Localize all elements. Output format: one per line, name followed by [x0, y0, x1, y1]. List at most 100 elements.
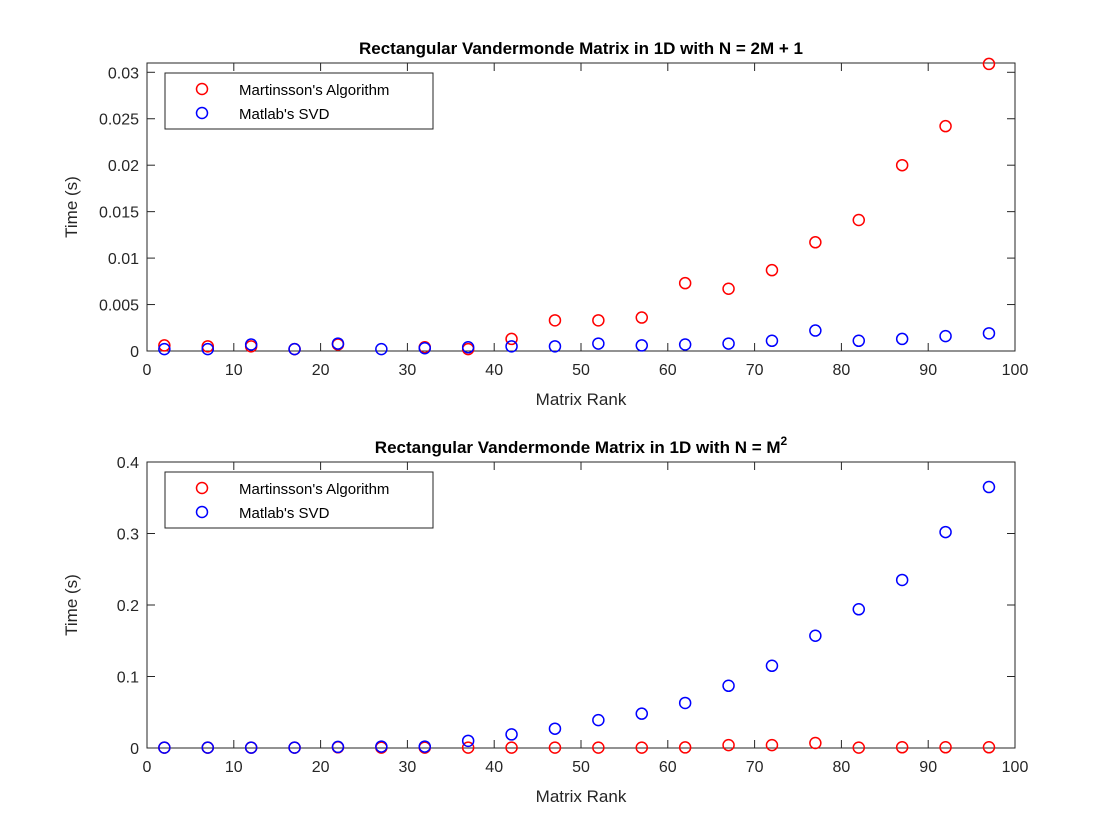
- data-point: [288, 741, 301, 754]
- x-tick-label: 90: [919, 362, 937, 379]
- legend-box: [164, 471, 434, 529]
- legend: Martinsson's Algorithm Matlab's SVD: [164, 72, 434, 130]
- data-point: [505, 728, 518, 741]
- legend-label: Martinsson's Algorithm: [239, 82, 389, 99]
- x-tick-label: 90: [919, 759, 937, 776]
- y-tick-label: 0.3: [117, 527, 139, 544]
- x-tick-label: 60: [659, 362, 677, 379]
- x-tick-label: 80: [833, 759, 851, 776]
- x-tick-label: 70: [746, 362, 764, 379]
- series-matlab-s-svd: [158, 324, 996, 356]
- data-point: [505, 340, 518, 353]
- y-axis-label: Time (s): [62, 574, 81, 636]
- data-point: [461, 741, 475, 754]
- data-point: [765, 263, 779, 277]
- subplot-1: 0 10 20 30 40 50 60 70 80 90 100 0 0.005 0.01 0.015 0.0…: [62, 39, 1028, 409]
- legend-box: [164, 72, 434, 130]
- data-point: [678, 276, 692, 290]
- data-point: [592, 741, 605, 754]
- data-point: [895, 332, 909, 346]
- y-tick-label: 0.025: [99, 112, 139, 129]
- subplot-2: 0 10 20 30 40 50 60 70 80 90 100 0 0.1 0.2 0.3 0.4 Recta…: [62, 434, 1028, 806]
- x-tick-label: 0: [143, 362, 152, 379]
- data-point: [939, 741, 952, 754]
- y-tick-label: 0.005: [99, 298, 139, 315]
- x-tick-label: 50: [572, 362, 590, 379]
- x-tick-label: 10: [225, 759, 243, 776]
- y-tick-label: 0.01: [108, 251, 139, 268]
- data-point: [158, 741, 171, 754]
- data-point: [722, 337, 735, 350]
- data-point: [895, 573, 909, 587]
- data-point: [288, 342, 301, 356]
- x-tick-label: 40: [485, 362, 503, 379]
- x-tick-label: 100: [1002, 759, 1029, 776]
- data-point: [722, 679, 735, 693]
- data-point: [375, 740, 388, 753]
- data-point: [331, 740, 345, 754]
- data-point: [809, 324, 822, 337]
- data-point: [158, 342, 171, 356]
- x-tick-label: 30: [399, 759, 417, 776]
- chart-title-superscript: 2: [781, 434, 788, 448]
- data-point: [895, 741, 909, 754]
- chart-title: Rectangular Vandermonde Matrix in 1D wit…: [375, 434, 788, 457]
- data-point: [678, 741, 692, 754]
- data-point: [592, 713, 605, 727]
- data-point: [722, 282, 735, 296]
- data-point: [765, 738, 779, 752]
- data-point: [982, 741, 996, 754]
- x-tick-label: 70: [746, 759, 764, 776]
- data-point: [418, 341, 432, 355]
- x-tick-label: 20: [312, 362, 330, 379]
- data-point: [982, 327, 996, 340]
- x-tick-label: 20: [312, 759, 330, 776]
- legend-marker: [195, 82, 209, 96]
- data-point: [201, 342, 215, 356]
- x-tick-label: 60: [659, 759, 677, 776]
- y-tick-label: 0.015: [99, 205, 139, 222]
- legend-marker: [195, 481, 209, 495]
- data-point: [635, 707, 649, 720]
- data-point: [809, 629, 822, 642]
- x-tick-label: 10: [225, 362, 243, 379]
- data-point: [635, 339, 649, 352]
- x-tick-label: 30: [399, 362, 417, 379]
- data-point: [375, 342, 388, 356]
- y-tick-label: 0.02: [108, 158, 139, 175]
- y-tick-label: 0.2: [117, 598, 139, 615]
- legend-marker: [195, 505, 209, 519]
- data-point: [505, 332, 518, 346]
- data-point: [765, 659, 779, 673]
- data-point: [461, 734, 475, 748]
- legend-label: Matlab's SVD: [239, 505, 330, 522]
- data-point: [548, 741, 562, 754]
- x-tick-label: 100: [1002, 362, 1029, 379]
- x-axis-label: Matrix Rank: [536, 787, 627, 806]
- data-point: [592, 314, 605, 327]
- y-tick-label: 0.4: [117, 455, 139, 472]
- y-axis-label: Time (s): [62, 176, 81, 238]
- x-axis-label: Matrix Rank: [536, 390, 627, 409]
- x-tick-label: 0: [143, 759, 152, 776]
- y-tick-label: 0.03: [108, 65, 139, 82]
- data-point: [678, 696, 692, 710]
- data-point: [809, 736, 822, 750]
- data-point: [852, 213, 866, 227]
- chart-title-text: Rectangular Vandermonde Matrix in 1D wit…: [359, 39, 803, 58]
- x-tick-label: 40: [485, 759, 503, 776]
- data-point: [505, 741, 518, 754]
- data-point: [201, 741, 215, 754]
- series-matlab-s-svd: [158, 480, 996, 754]
- data-point: [592, 337, 605, 350]
- data-point: [852, 603, 866, 616]
- data-point: [158, 339, 171, 352]
- x-tick-label: 50: [572, 759, 590, 776]
- data-point: [982, 480, 996, 494]
- data-point: [461, 341, 475, 354]
- legend: Martinsson's Algorithm Matlab's SVD: [164, 471, 434, 529]
- data-point: [548, 314, 562, 327]
- data-point: [852, 334, 866, 348]
- legend-marker: [195, 106, 209, 120]
